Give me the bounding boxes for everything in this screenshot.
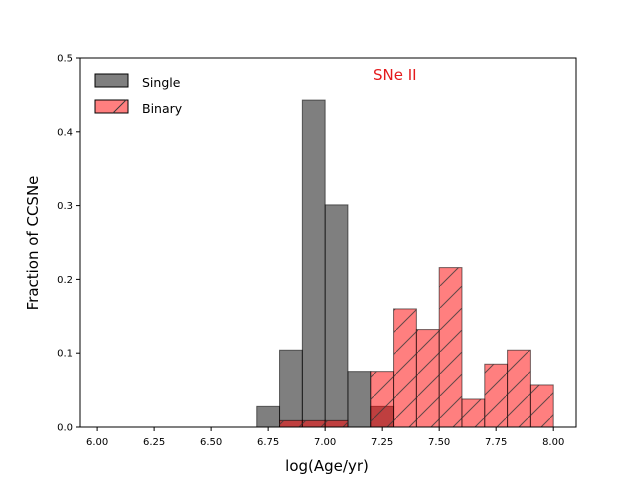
- bar-hatch-binary-6: [393, 308, 417, 427]
- y-tick-label: 0.5: [57, 54, 73, 65]
- legend-label-binary: Binary: [142, 101, 183, 116]
- y-tick-label: 0.1: [57, 349, 73, 360]
- bar-hatch-binary-7: [416, 329, 440, 427]
- legend-swatch-binary: [94, 99, 129, 114]
- legend-hatch-binary: [112, 99, 127, 114]
- bar-hatch-binary-3: [325, 420, 348, 427]
- x-tick-label: 6.00: [86, 437, 108, 448]
- x-tick-label: 6.50: [200, 437, 222, 448]
- single-series-bars: [256, 99, 395, 428]
- bar-hatch-binary-10: [484, 364, 508, 427]
- chart-annotation: SNe II: [373, 66, 417, 84]
- legend-swatch-single: [94, 73, 129, 88]
- bar-single-4: [347, 371, 372, 428]
- bar-hatch-binary-12: [530, 384, 554, 427]
- x-tick-label: 7.00: [314, 437, 336, 448]
- x-axis-label: log(Age/yr): [285, 457, 369, 475]
- plot-frame: [79, 57, 577, 428]
- y-axis-ticks: 0.0 0.1 0.2 0.3 0.4 0.5: [57, 54, 80, 434]
- y-tick-label: 0.0: [57, 423, 73, 434]
- x-axis-ticks: 6.00 6.25 6.50 6.75 7.00 7.25 7.50 7.75 8.00: [86, 427, 564, 448]
- bar-single-2: [301, 99, 326, 428]
- legend-label-single: Single: [142, 75, 181, 90]
- bar-hatch-binary-5: [370, 371, 394, 427]
- bar-hatch-binary-11: [507, 350, 531, 427]
- binary-series-bars: [279, 267, 554, 428]
- x-tick-label: 8.00: [542, 437, 564, 448]
- bar-hatch-binary-9: [461, 398, 485, 427]
- x-tick-label: 6.75: [257, 437, 279, 448]
- bar-hatch-binary-8: [439, 267, 462, 427]
- bar-single-0: [256, 405, 281, 428]
- bar-hatch-binary-1: [279, 420, 303, 427]
- legend: Single Binary: [94, 73, 183, 116]
- bar-single-3: [324, 204, 349, 428]
- bar-single-1: [279, 349, 303, 428]
- y-tick-label: 0.3: [57, 201, 73, 212]
- y-tick-label: 0.4: [57, 127, 73, 138]
- x-tick-label: 6.25: [143, 437, 165, 448]
- y-axis-label: Fraction of CCSNe: [24, 176, 42, 311]
- x-tick-label: 7.25: [371, 437, 393, 448]
- x-tick-label: 7.50: [428, 437, 450, 448]
- x-tick-label: 7.75: [485, 437, 507, 448]
- bar-hatch-binary-2: [302, 420, 326, 427]
- y-tick-label: 0.2: [57, 275, 73, 286]
